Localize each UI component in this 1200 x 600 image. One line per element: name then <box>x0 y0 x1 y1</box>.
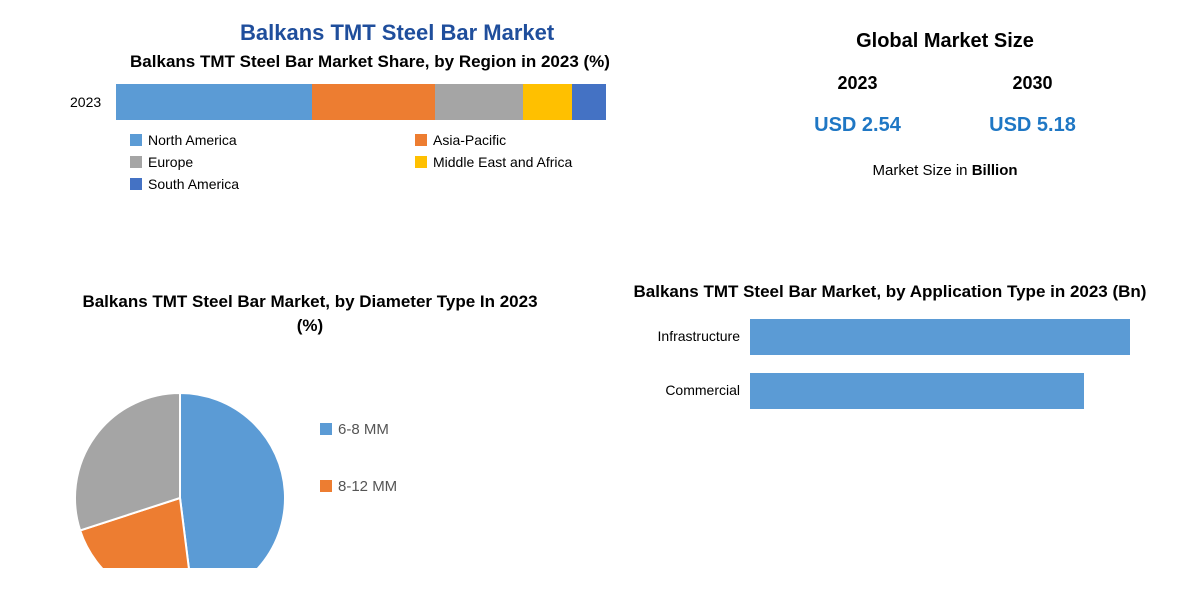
pie-svg <box>70 348 290 568</box>
application-bar-chart: Balkans TMT Steel Bar Market, by Applica… <box>630 280 1150 427</box>
region-bar-segment-3 <box>523 84 572 120</box>
region-legend-item-0: North America <box>130 132 385 148</box>
legend-swatch-icon <box>320 423 332 435</box>
stacked-bar-container: 2023 <box>70 84 670 120</box>
region-bar-segment-1 <box>312 84 435 120</box>
market-size-value-0: USD 2.54 <box>814 114 901 137</box>
main-title: Balkans TMT Steel Bar Market <box>240 20 554 46</box>
legend-swatch-icon <box>320 480 332 492</box>
legend-swatch-icon <box>415 134 427 146</box>
region-chart-title: Balkans TMT Steel Bar Market Share, by R… <box>70 50 670 74</box>
pie-legend-label-1: 8-12 MM <box>338 478 397 495</box>
market-size-year-0: 2023 <box>837 73 877 94</box>
legend-swatch-icon <box>130 134 142 146</box>
market-size-years-row: 2023 2030 <box>770 73 1120 94</box>
diameter-pie-chart: Balkans TMT Steel Bar Market, by Diamete… <box>70 290 550 568</box>
app-bar-row-1: Commercial <box>630 373 1150 409</box>
app-chart-title: Balkans TMT Steel Bar Market, by Applica… <box>630 280 1150 304</box>
market-size-note-prefix: Market Size in <box>872 162 971 179</box>
pie-legend-item-0: 6-8 MM <box>320 421 397 438</box>
app-bar-0 <box>750 319 1130 355</box>
legend-swatch-icon <box>130 156 142 168</box>
pie-legend-label-0: 6-8 MM <box>338 421 389 438</box>
region-share-chart: Balkans TMT Steel Bar Market Share, by R… <box>70 50 670 192</box>
region-year-label: 2023 <box>70 94 101 110</box>
legend-swatch-icon <box>130 178 142 190</box>
pie-slice-0 <box>180 393 285 568</box>
stacked-bar <box>116 84 606 120</box>
region-legend: North America Asia-Pacific Europe Middle Ea… <box>130 132 670 192</box>
market-size-note: Market Size in Billion <box>770 162 1120 179</box>
region-legend-item-1: Asia-Pacific <box>415 132 670 148</box>
pie-chart-title: Balkans TMT Steel Bar Market, by Diamete… <box>70 290 550 338</box>
region-bar-segment-0 <box>116 84 312 120</box>
app-bar-1 <box>750 373 1084 409</box>
pie-legend-item-1: 8-12 MM <box>320 478 397 495</box>
market-size-value-1: USD 5.18 <box>989 114 1076 137</box>
region-legend-label-3: Middle East and Africa <box>433 154 572 170</box>
market-size-panel: Global Market Size 2023 2030 USD 2.54 US… <box>770 30 1120 179</box>
market-size-note-bold: Billion <box>972 162 1018 179</box>
legend-swatch-icon <box>415 156 427 168</box>
region-legend-item-3: Middle East and Africa <box>415 154 670 170</box>
market-size-title: Global Market Size <box>770 30 1120 53</box>
app-bars-container: Infrastructure Commercial <box>630 319 1150 409</box>
market-size-values-row: USD 2.54 USD 5.18 <box>770 94 1120 137</box>
region-legend-label-0: North America <box>148 132 237 148</box>
pie-container: 6-8 MM 8-12 MM <box>70 348 550 568</box>
region-legend-label-2: Europe <box>148 154 193 170</box>
app-bar-label-0: Infrastructure <box>630 328 750 345</box>
pie-legend: 6-8 MM 8-12 MM <box>320 421 397 495</box>
region-legend-item-4: South America <box>130 176 385 192</box>
market-size-year-1: 2030 <box>1012 73 1052 94</box>
region-legend-label-1: Asia-Pacific <box>433 132 506 148</box>
region-legend-label-4: South America <box>148 176 239 192</box>
region-legend-item-2: Europe <box>130 154 385 170</box>
app-bar-row-0: Infrastructure <box>630 319 1150 355</box>
region-bar-segment-2 <box>435 84 523 120</box>
app-bar-label-1: Commercial <box>630 382 750 399</box>
region-bar-segment-4 <box>572 84 606 120</box>
